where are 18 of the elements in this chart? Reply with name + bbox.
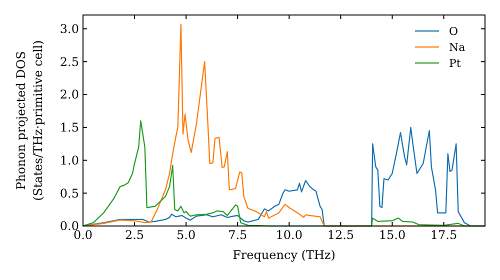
x-axis-title: Frequency (THz): [232, 248, 336, 262]
legend-label: O: [449, 24, 458, 38]
x-tick-label: 7.5: [228, 228, 248, 242]
y-axis-title: Phonon projected DOS (States/THz·primitive cell): [14, 40, 45, 201]
x-tick-label: 10.0: [276, 228, 303, 242]
y-tick-label: 0.5: [60, 186, 79, 200]
legend-label: Pt: [449, 56, 462, 70]
x-tick-label: 17.5: [430, 228, 458, 242]
x-tick-label: 2.5: [124, 228, 144, 242]
y-tick-label: 1.5: [60, 120, 79, 135]
legend-label: Na: [449, 40, 466, 54]
y-tick-label: 2.0: [60, 88, 79, 102]
y-tick-label: 1.0: [60, 153, 79, 168]
y-tick-label: 3.0: [60, 22, 79, 36]
x-tick-label: 12.5: [327, 228, 354, 242]
y-tick-label: 2.5: [60, 54, 79, 69]
x-tick-label: 5.0: [176, 228, 196, 242]
x-tick-label: 15.0: [378, 228, 406, 242]
